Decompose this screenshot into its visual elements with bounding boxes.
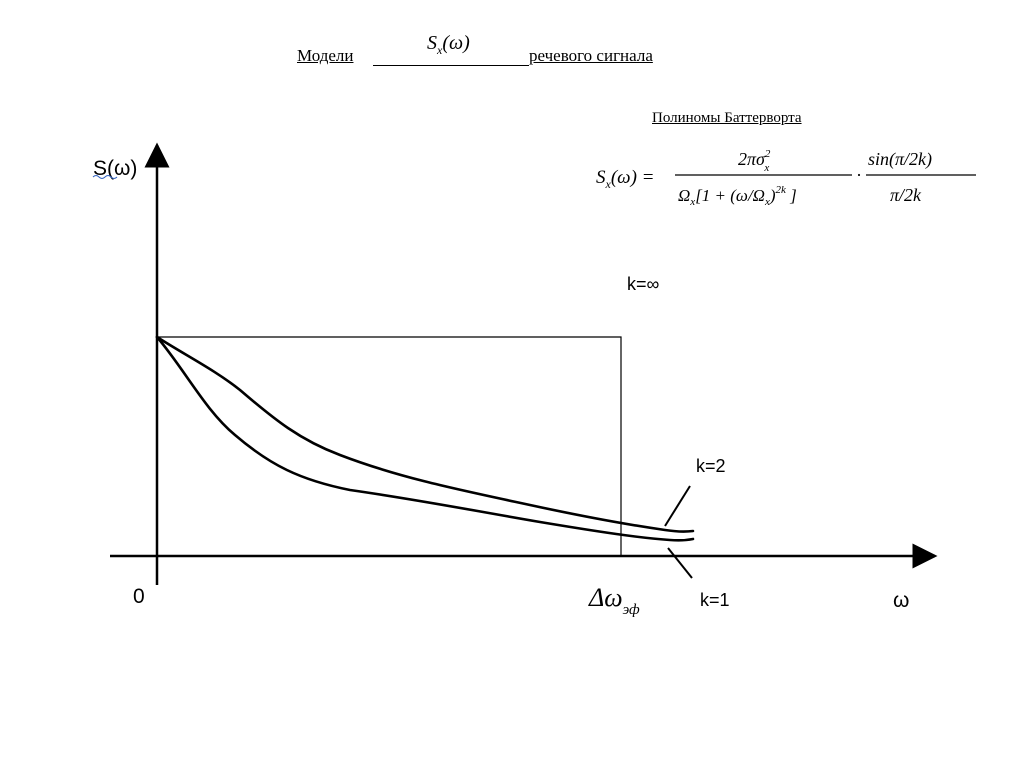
y-axis-label: S(ω) <box>93 157 137 180</box>
curve-k-infinity <box>157 336 622 556</box>
title-formula: Sx(ω) <box>427 32 470 57</box>
subtitle-butterworth: Полиномы Баттерворта <box>652 110 802 126</box>
label-k-2: k=2 <box>696 456 726 476</box>
title-left-text: Модели <box>297 46 354 65</box>
cutoff-label: Δωэф <box>588 583 640 618</box>
pointer-k-2 <box>664 485 691 527</box>
title-right-text: речевого сигнала <box>529 46 653 65</box>
spell-underline-mark <box>92 175 118 179</box>
pointer-k-1 <box>667 547 693 579</box>
formula-dot: · <box>856 165 862 185</box>
curve-k-1 <box>155 335 695 542</box>
label-k-infinity: k=∞ <box>627 274 660 294</box>
butterworth-formula: Sx(ω) = 2πσ2 x Ωx[1 + (ω/Ωx)2k ] · sin(π/… <box>596 148 976 208</box>
page-title: Модели Sx(ω) речевого сигнала <box>297 30 717 80</box>
formula-sin-numerator: sin(π/2k) <box>868 149 932 170</box>
x-axis-label: ω <box>893 589 909 612</box>
curve-k-2 <box>155 335 695 533</box>
formula-denominator: Ωx[1 + (ω/Ωx)2k ] <box>678 184 797 208</box>
formula-numerator: 2πσ2 x <box>738 148 771 174</box>
formula-lhs: Sx(ω) = <box>596 167 654 191</box>
origin-label: 0 <box>133 585 145 608</box>
formula-sin-denominator: π/2k <box>890 185 922 205</box>
title-underline-gap <box>373 65 529 66</box>
label-k-1: k=1 <box>700 590 730 610</box>
